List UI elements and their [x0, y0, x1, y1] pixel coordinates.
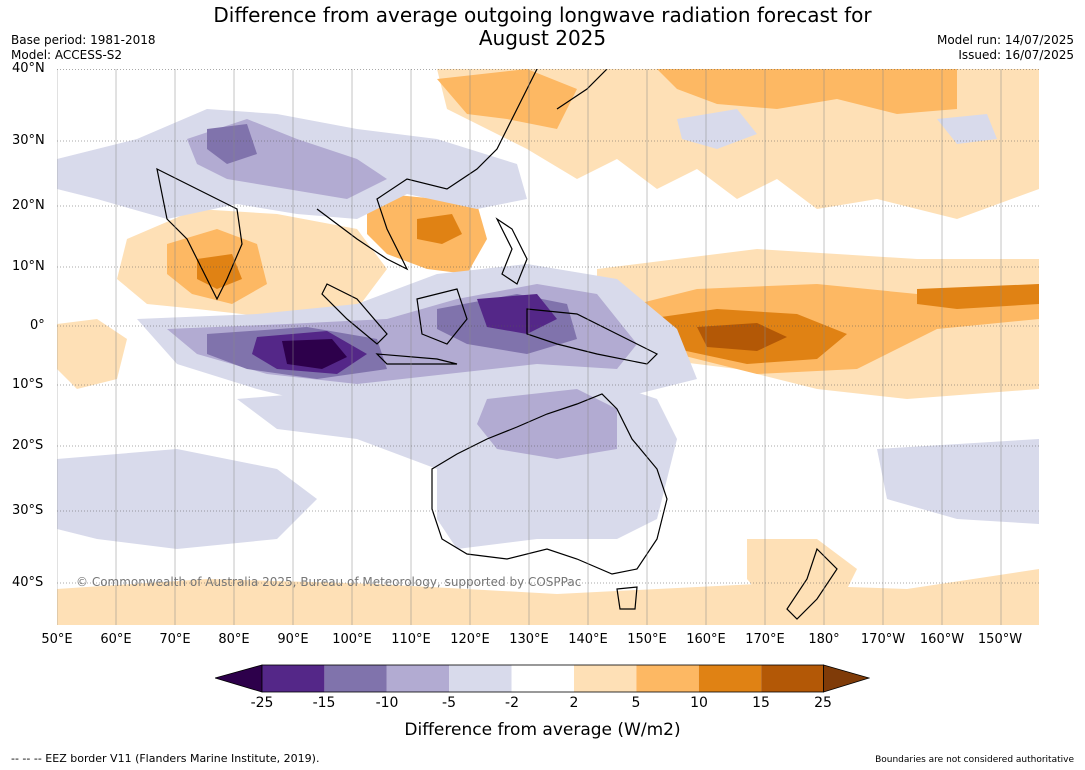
map-svg	[57, 69, 1039, 625]
lon-label-140e: 140°E	[568, 632, 608, 647]
anomaly-north-pacific-mid	[657, 69, 957, 114]
anomaly-china-orange	[437, 69, 577, 129]
colorbar-label-m10: -10	[375, 695, 399, 711]
colorbar-label-m2: -2	[505, 695, 519, 711]
japan-coast	[556, 69, 608, 110]
colorbar-label-25: 25	[814, 695, 832, 711]
new-zealand-coast	[786, 547, 838, 620]
anomaly-central-pacific-band	[917, 284, 1039, 309]
lon-label-180: 180°	[808, 632, 840, 647]
anomaly-pacific-patch-2	[937, 114, 997, 144]
lat-label-20s: 20°S	[12, 438, 44, 453]
coastlines	[156, 69, 838, 620]
india-coast	[156, 167, 243, 301]
anomaly-west-indian-ocean	[57, 319, 127, 389]
lon-label-150e: 150°E	[627, 632, 667, 647]
lon-label-70e: 70°E	[159, 632, 191, 647]
lon-label-160w: 160°W	[919, 632, 965, 647]
colorbar-bin-7	[636, 665, 699, 692]
australia-coast	[431, 393, 668, 575]
boundaries-note: Boundaries are not considered authoritat…	[875, 755, 1074, 765]
anomaly-equatorial-pacific-core	[697, 323, 787, 351]
colorbar-bin-5	[511, 665, 574, 692]
eez-legend: -- -- -- EEZ border V11 (Flanders Marine…	[11, 752, 320, 765]
anomaly-south-pacific	[877, 439, 1039, 524]
sumatra-coast	[321, 283, 388, 345]
colorbar-label-m5: -5	[442, 695, 456, 711]
anomaly-south-china-sea-core	[417, 214, 462, 244]
colorbar-label-m15: -15	[312, 695, 336, 711]
lon-label-100e: 100°E	[332, 632, 372, 647]
lat-label-10n: 10°N	[12, 259, 45, 274]
anomaly-pacific-patch-1	[677, 109, 757, 149]
lat-label-40n: 40°N	[12, 61, 45, 76]
lon-label-60e: 60°E	[100, 632, 132, 647]
colorbar-bin-1	[262, 665, 325, 692]
anomaly-new-zealand-light	[747, 539, 857, 614]
lon-label-50e: 50°E	[41, 632, 73, 647]
colorbar-label-m25: -25	[250, 695, 274, 711]
tasmania-coast	[616, 586, 638, 610]
anomaly-new-guinea-core	[477, 294, 557, 334]
issued-date: Issued: 16/07/2025	[958, 48, 1074, 62]
map-panel	[57, 69, 1039, 625]
lon-label-130e: 130°E	[509, 632, 549, 647]
colorbar-high-arrow	[823, 664, 870, 693]
anomaly-tibet-strong	[207, 124, 257, 164]
lat-label-20n: 20°N	[12, 198, 45, 213]
colorbar-bin-8	[698, 665, 762, 692]
model-name: Model: ACCESS-S2	[11, 48, 123, 62]
colorbar-bin-2	[324, 665, 387, 692]
lat-label-10s: 10°S	[12, 377, 44, 392]
colorbar-low-arrow	[215, 664, 263, 693]
lat-label-30s: 30°S	[12, 503, 44, 518]
base-period: Base period: 1981-2018	[11, 33, 156, 47]
lon-label-150w: 150°W	[977, 632, 1023, 647]
meta-left: Base period: 1981-2018 Model: ACCESS-S2	[11, 33, 156, 63]
model-run: Model run: 14/07/2025	[936, 33, 1074, 47]
lon-label-80e: 80°E	[218, 632, 250, 647]
meta-right: Model run: 14/07/2025 Issued: 16/07/2025	[937, 33, 1074, 63]
lon-label-170e: 170°E	[745, 632, 785, 647]
lon-label-170w: 170°W	[860, 632, 906, 647]
borneo-coast	[416, 288, 468, 345]
southeast-asia-coast	[316, 69, 538, 271]
anomaly-indian-ocean-peak	[282, 339, 347, 369]
colorbar-frame	[261, 664, 824, 693]
philippines-coast	[495, 217, 528, 285]
copyright-notice: © Commonwealth of Australia 2025, Bureau…	[76, 575, 582, 589]
colorbar-bin-9	[761, 665, 824, 692]
colorbar-bin-3	[386, 665, 450, 692]
lon-label-160e: 160°E	[686, 632, 726, 647]
lat-label-40s: 40°S	[12, 575, 44, 590]
colorbar-bin-6	[574, 665, 637, 692]
colorbar-label-5: 5	[631, 695, 641, 711]
lon-label-90e: 90°E	[277, 632, 309, 647]
colorbar-bin-4	[449, 665, 512, 692]
colorbar	[215, 664, 870, 693]
negative-anomaly-areas	[57, 109, 1039, 549]
colorbar-title: Difference from average (W/m2)	[404, 720, 681, 740]
title-line-1: Difference from average outgoing longwav…	[213, 3, 872, 27]
colorbar-label-15: 15	[752, 695, 770, 711]
meridians	[57, 69, 1002, 625]
java-coast	[375, 353, 458, 365]
lon-label-120e: 120°E	[450, 632, 490, 647]
colorbar-label-2: 2	[569, 695, 579, 711]
title-line-2: August 2025	[478, 26, 607, 50]
lat-label-30n: 30°N	[12, 133, 45, 148]
anomaly-australia-light	[237, 379, 677, 549]
anomaly-south-indian-ocean	[57, 449, 317, 549]
lon-label-110e: 110°E	[391, 632, 431, 647]
anomaly-australia-mid	[477, 389, 617, 459]
lat-label-0: 0°	[30, 318, 45, 333]
map-title: Difference from average outgoing longwav…	[0, 4, 1085, 50]
colorbar-label-10: 10	[690, 695, 708, 711]
